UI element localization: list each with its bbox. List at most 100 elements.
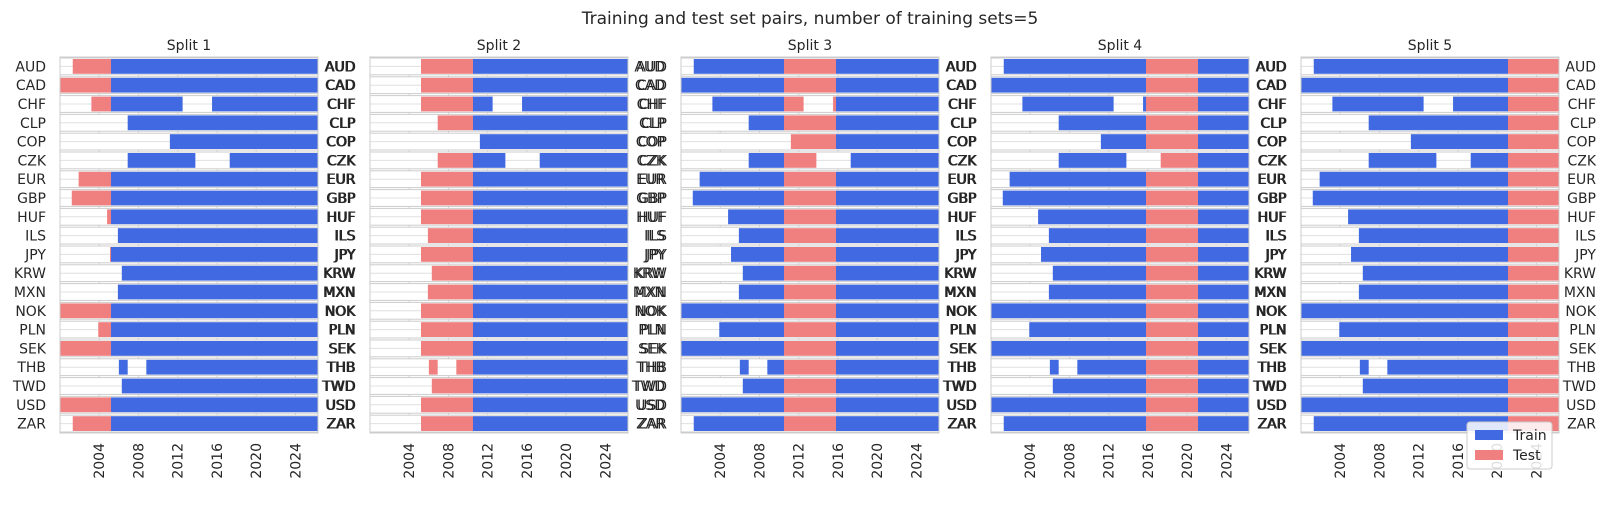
train-bar-cop [835,134,939,149]
train-bar-mxn [1358,284,1508,300]
train-bar-thb [146,359,318,375]
test-bar-huf [421,209,474,225]
y-tick-label-left: MXN [945,285,977,301]
y-tick-label-left: ILS [335,229,356,245]
train-bar-chf [1332,96,1424,112]
train-bar-sek [681,341,785,356]
train-bar-nok [473,303,628,319]
y-tick-label-left: CAD [1257,78,1287,94]
y-tick-label-right: GBP [326,191,355,207]
test-bar-czk [1160,153,1198,168]
y-tick-label-left: ILS [646,229,667,245]
train-bar-sek [111,341,318,356]
y-tick-label-left: USD [947,398,977,414]
y-tick-label-left: CZK [1258,153,1287,169]
train-bar-ils [738,228,785,243]
y-tick-label-left: GBP [638,191,667,207]
y-tick-label-right: CHF [1258,97,1286,113]
train-bar-aud [1003,59,1146,74]
train-bar-cad [111,77,318,93]
y-tick-label-right: PLN [1569,323,1596,339]
train-bar-clp [748,115,785,131]
x-tick-label: 2020 [249,443,265,479]
y-tick-label-left: SEK [950,341,978,357]
test-bar-gbp [1145,190,1198,206]
test-bar-zar [1145,416,1198,431]
x-tick-label: 2016 [210,443,226,479]
test-bar-clp [437,115,474,131]
x-tick-label: 2008 [1062,443,1078,479]
y-tick-label-right: CLP [1260,116,1286,132]
y-tick-label-right: CHF [327,97,355,113]
train-bar-eur [699,171,785,187]
test-bar-aud [421,59,474,74]
test-bar-pln [1507,322,1559,337]
y-tick-label-left: ILS [1266,229,1287,245]
y-tick-label-right: AUD [1255,59,1286,75]
train-bar-cad [473,77,628,93]
train-bar-cop [169,134,318,149]
y-tick-label-right: EUR [947,172,976,188]
train-bar-thb [473,359,628,375]
test-bar-chf [833,96,836,112]
train-bar-czk [473,153,506,168]
train-bar-gbp [835,190,939,206]
y-tick-label-right: AUD [1565,59,1596,75]
train-bar-zar [693,416,785,431]
y-tick-label-right: CLP [950,116,976,132]
test-bar-nok [60,303,112,319]
test-bar-huf [784,209,836,225]
y-tick-label-left: THB [1257,360,1287,376]
y-tick-label-left: PLN [1260,323,1287,339]
train-bar-czk [1197,153,1249,168]
train-bar-eur [111,171,318,187]
test-bar-mxn [1145,284,1198,300]
x-tick-label: 2016 [1451,443,1467,479]
y-tick-label-right: CAD [946,78,976,94]
y-tick-label-left: CZK [17,153,46,169]
y-tick-label-left: CZK [948,153,977,169]
y-tick-label-left: USD [326,398,356,414]
y-tick-label-left: MXN [324,285,356,301]
train-bar-thb [1387,359,1508,375]
y-tick-label-left: ILS [25,229,46,245]
train-bar-mxn [117,284,318,300]
y-tick-label-right: JPY [1264,247,1286,263]
x-tick-label: 2004 [92,443,108,479]
y-tick-label-right: ZAR [947,417,976,433]
train-bar-huf [111,209,318,225]
y-tick-label-right: MXN [323,285,355,301]
panel-frame [1300,56,1560,434]
train-bar-aud [1197,59,1249,74]
train-bar-jpy [1041,247,1146,262]
y-tick-label-left: PLN [19,323,46,339]
train-bar-chf [1453,96,1508,112]
test-bar-twd [1145,378,1198,394]
y-tick-label-right: NOK [1565,304,1596,320]
y-tick-label-right: COP [1567,135,1596,151]
test-bar-sek [421,341,474,356]
train-bar-zar [1197,416,1249,431]
y-tick-label-left: PLN [950,323,977,339]
train-bar-zar [1003,416,1146,431]
y-tick-label-right: NOK [1255,304,1286,320]
test-bar-twd [1507,378,1559,394]
y-tick-label-right: PLN [1259,323,1286,339]
x-tick-label: 2004 [1333,443,1349,479]
train-bar-czk [229,153,318,168]
y-tick-label-right: NOK [945,304,976,320]
test-bar-krw [431,265,474,281]
panel-frame [369,56,629,434]
train-bar-huf [473,209,628,225]
train-bar-czk [1368,153,1437,168]
train-bar-mxn [473,284,628,300]
y-tick-label-left: CHF [639,97,667,113]
y-tick-label-left: CLP [20,116,46,132]
y-tick-label-left: TWD [943,379,977,395]
train-bar-usd [1197,397,1249,413]
train-bar-clp [1058,115,1146,131]
y-tick-label-right: TWD [942,379,976,395]
train-bar-huf [1197,209,1249,225]
y-tick-label-left: AUD [15,59,46,75]
train-bar-twd [121,378,319,394]
